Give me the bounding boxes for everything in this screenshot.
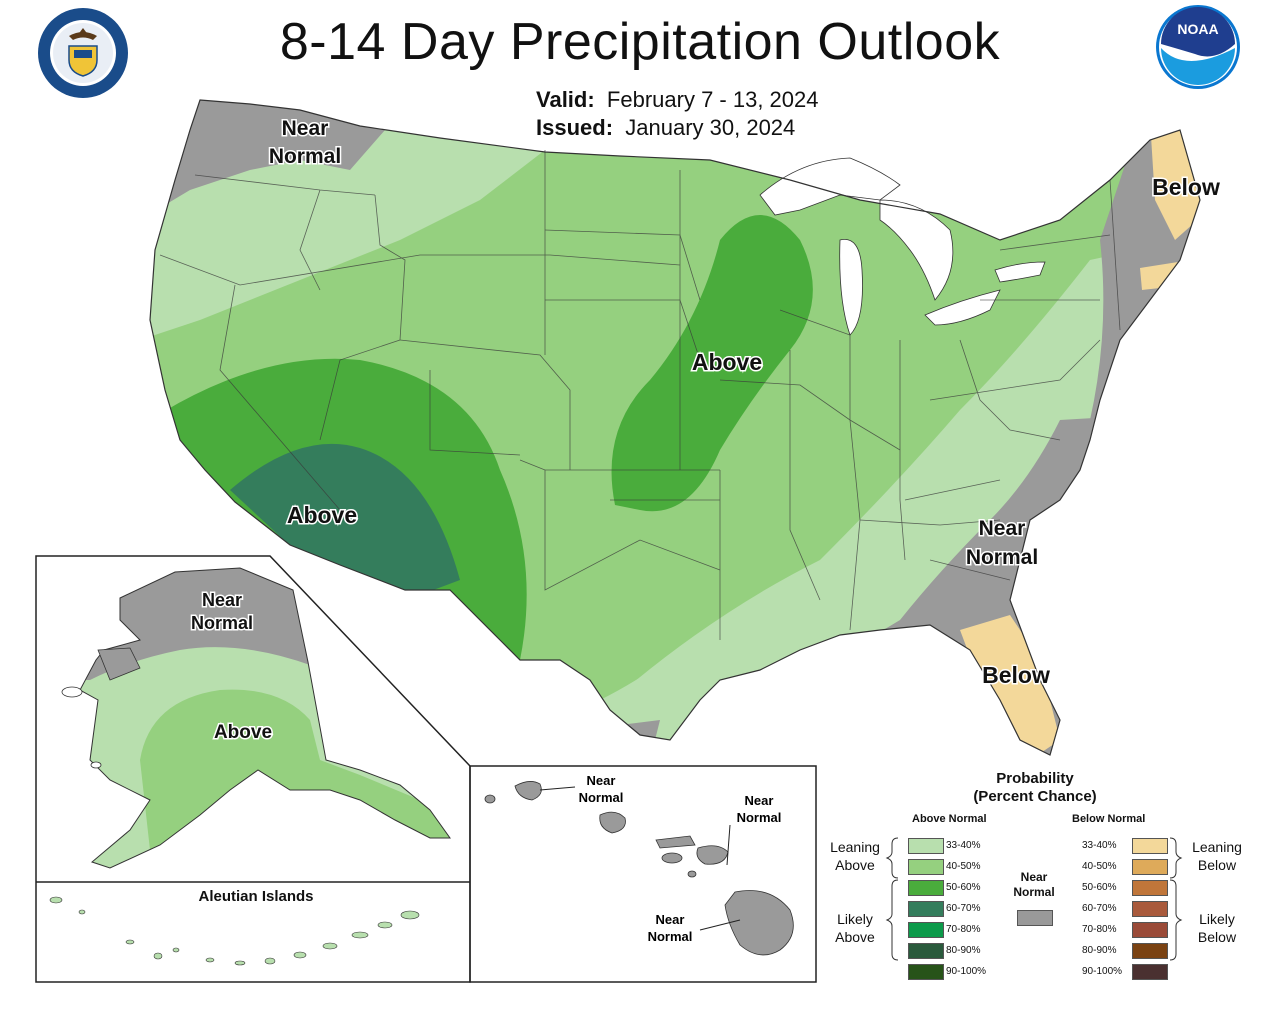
legend-below-swatch-6 bbox=[1132, 964, 1168, 980]
legend-above-swatch-1 bbox=[908, 859, 944, 875]
legend-near-normal-swatch bbox=[1017, 910, 1053, 926]
legend-above-swatch-label-2: 50-60% bbox=[946, 882, 981, 893]
legend-likely-above: Likely Above bbox=[835, 911, 875, 945]
legend-below-swatch-1 bbox=[1132, 859, 1168, 875]
legend-leaning-above: Leaning Above bbox=[830, 839, 880, 873]
legend-below-swatch-label-5: 80-90% bbox=[1082, 945, 1117, 956]
hawaii-ne-normal-label: Normal bbox=[737, 810, 782, 825]
legend-likely-below: Likely Below bbox=[1197, 911, 1237, 945]
map-title: 8-14 Day Precipitation Outlook bbox=[279, 13, 1001, 71]
valid-label: Valid: bbox=[536, 87, 595, 112]
legend-title: Probability (Percent Chance) bbox=[960, 770, 1110, 806]
legend-below-header: Below Normal bbox=[1072, 813, 1146, 825]
legend-above-header: Above Normal bbox=[912, 813, 987, 825]
legend-above-swatch-label-6: 90-100% bbox=[946, 966, 987, 977]
legend-above-swatch-label-3: 60-70% bbox=[946, 903, 981, 914]
alaska-near-normal-label-2: Normal bbox=[191, 613, 253, 633]
legend-above-swatch-label-4: 70-80% bbox=[946, 924, 981, 935]
legend-above-swatch-3 bbox=[908, 901, 944, 917]
legend-above-swatch-label-1: 40-50% bbox=[946, 861, 981, 872]
legend-below-swatch-label-3: 60-70% bbox=[1082, 903, 1117, 914]
alaska-near-normal-label: Near bbox=[202, 590, 242, 610]
legend-below-swatch-label-4: 70-80% bbox=[1082, 924, 1117, 935]
legend-above-swatch-6 bbox=[908, 964, 944, 980]
hawaii-s-near-label: Near bbox=[656, 912, 685, 927]
legend-above-swatch-0 bbox=[908, 838, 944, 854]
se-near-normal-label: Near bbox=[979, 517, 1026, 540]
legend-below-swatch-label-1: 40-50% bbox=[1082, 861, 1117, 872]
legend-title-line2: (Percent Chance) bbox=[973, 788, 1097, 805]
legend-above-swatch-label-5: 80-90% bbox=[946, 945, 981, 956]
hawaii-nw-normal-label: Normal bbox=[579, 790, 624, 805]
legend-near-normal-label: Near Normal bbox=[1013, 870, 1055, 899]
legend-below-swatch-label-6: 90-100% bbox=[1082, 966, 1123, 977]
midwest-above-label: Above bbox=[692, 349, 762, 375]
legend-title-line1: Probability bbox=[996, 770, 1074, 787]
alaska-above-label: Above bbox=[214, 722, 272, 743]
legend-below-swatch-2 bbox=[1132, 880, 1168, 896]
hawaii-inset-frame bbox=[469, 765, 817, 983]
valid-dates: February 7 - 13, 2024 bbox=[606, 87, 819, 112]
issued-date: January 30, 2024 bbox=[625, 115, 796, 140]
ne-below-label: Below bbox=[1152, 174, 1220, 200]
florida-below-label: Below bbox=[982, 662, 1050, 688]
legend-below-swatch-3 bbox=[1132, 901, 1168, 917]
nw-near-normal-label-2: Normal bbox=[269, 145, 341, 168]
noaa-logo: NOAA bbox=[1156, 5, 1240, 89]
hawaii-islands bbox=[484, 781, 794, 956]
legend-below-swatch-5 bbox=[1132, 943, 1168, 959]
issued-label: Issued: bbox=[536, 115, 614, 140]
validity-info: Valid: February 7 - 13, 2024 Issued: Jan… bbox=[536, 86, 819, 142]
hawaii-nw-near-label: Near bbox=[587, 773, 616, 788]
doc-seal-logo bbox=[38, 8, 128, 98]
legend-above-swatch-5 bbox=[908, 943, 944, 959]
legend-leaning-below: Leaning Below bbox=[1192, 839, 1242, 873]
legend-above-swatch-label-0: 33-40% bbox=[946, 840, 981, 851]
nw-near-normal-label: Near bbox=[282, 117, 329, 140]
legend-below-swatch-4 bbox=[1132, 922, 1168, 938]
se-near-normal-label-2: Normal bbox=[966, 546, 1038, 569]
legend-above-swatch-2 bbox=[908, 880, 944, 896]
aleutian-title: Aleutian Islands bbox=[198, 888, 313, 905]
aleutian-islands bbox=[49, 896, 420, 966]
legend-above-swatch-4 bbox=[908, 922, 944, 938]
legend-below-swatch-0 bbox=[1132, 838, 1168, 854]
noaa-logo-text: NOAA bbox=[1177, 21, 1218, 37]
southwest-above-label: Above bbox=[287, 502, 357, 528]
legend-below-swatch-label-2: 50-60% bbox=[1082, 882, 1117, 893]
hawaii-ne-near-label: Near bbox=[745, 793, 774, 808]
legend-below-swatch-label-0: 33-40% bbox=[1082, 840, 1117, 851]
hawaii-s-normal-label: Normal bbox=[648, 929, 693, 944]
